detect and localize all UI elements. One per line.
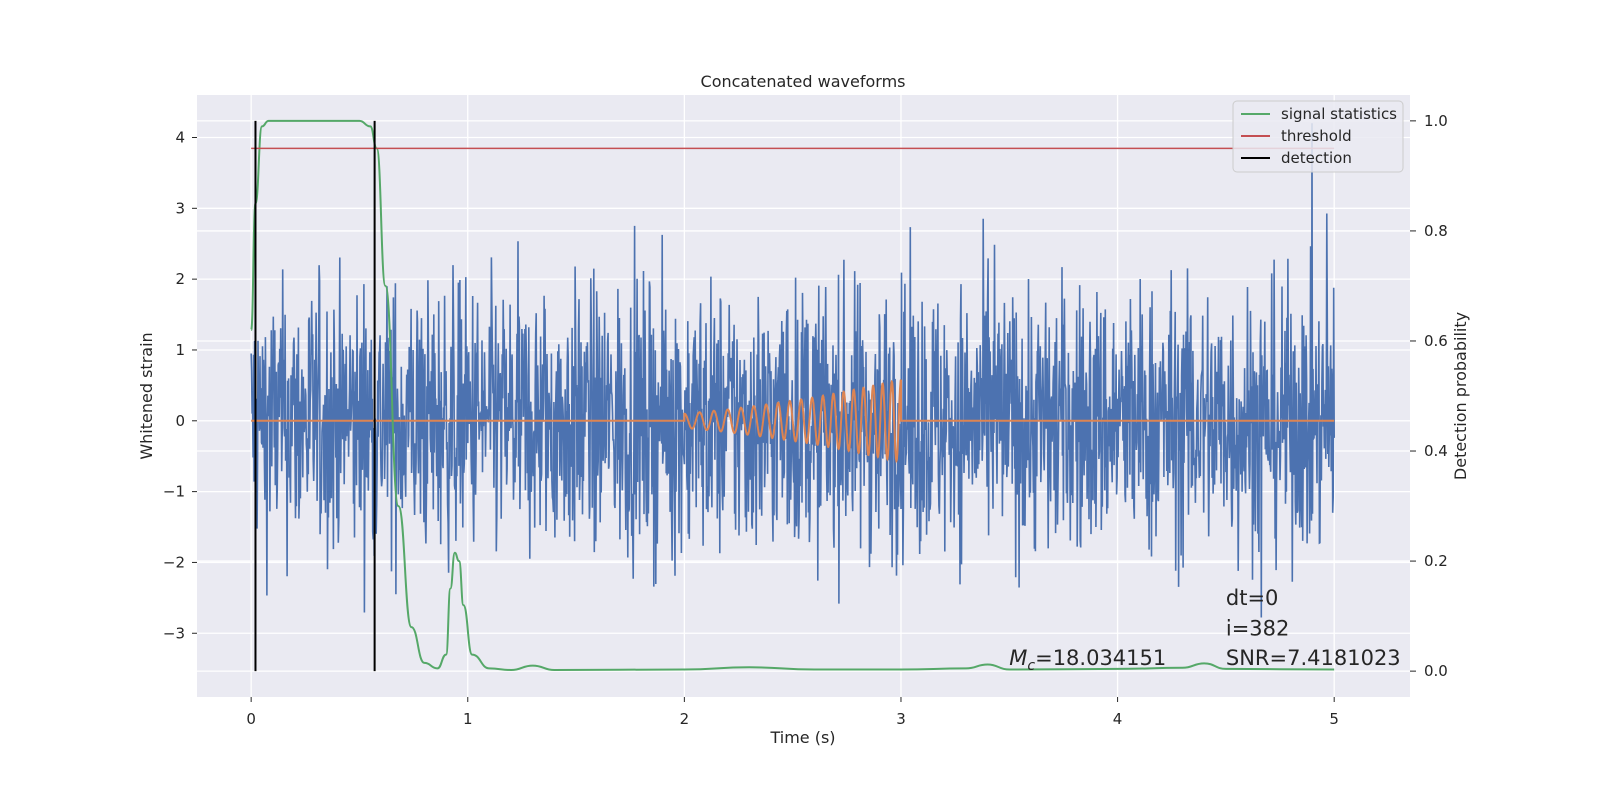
- y-tick-label-6: 3: [175, 199, 185, 217]
- y-tick-label-0: −3: [163, 624, 185, 642]
- legend-label-1: threshold: [1281, 127, 1352, 145]
- series-whitened-strain: [250, 123, 1335, 618]
- x-tick-label-4: 4: [1113, 710, 1123, 728]
- annotation-0: Mc=18.034151: [1009, 646, 1166, 674]
- y-tick-label-7: 4: [175, 128, 185, 146]
- chart-title: Concatenated waveforms: [701, 72, 906, 91]
- x-tick-label-0: 0: [246, 710, 256, 728]
- series-chirp-template: [251, 379, 1335, 464]
- y-axis-label: Whitened strain: [137, 332, 156, 459]
- legend-label-0: signal statistics: [1281, 105, 1397, 123]
- legend-box: [1232, 100, 1404, 173]
- x-tick-label-1: 1: [463, 710, 473, 728]
- y2-tick-label-5: 1.0: [1424, 112, 1448, 130]
- annotation-1: dt=0: [1226, 586, 1279, 610]
- y2-tick-label-0: 0.0: [1424, 662, 1448, 680]
- y2-tick-label-4: 0.8: [1424, 222, 1448, 240]
- y2-axis-label: Detection probability: [1451, 312, 1470, 480]
- y-tick-label-5: 2: [175, 270, 185, 288]
- y-tick-label-2: −1: [163, 483, 185, 501]
- x-tick-label-3: 3: [896, 710, 906, 728]
- annotation-3: SNR=7.4181023: [1226, 646, 1401, 670]
- y-tick-label-1: −2: [163, 553, 185, 571]
- y2-tick-label-1: 0.2: [1424, 552, 1448, 570]
- legend-label-2: detection: [1281, 149, 1352, 167]
- x-axis-label: Time (s): [769, 728, 835, 747]
- x-tick-label-2: 2: [680, 710, 690, 728]
- y-tick-label-3: 0: [175, 412, 185, 430]
- y-tick-label-4: 1: [175, 341, 185, 359]
- legend: signal statistics threshold detection: [1232, 100, 1404, 173]
- series-signal-statistics: [250, 119, 1335, 672]
- annotation-2: i=382: [1226, 616, 1290, 640]
- x-tick-label-5: 5: [1329, 710, 1339, 728]
- y2-tick-label-3: 0.6: [1424, 332, 1448, 350]
- y2-tick-label-2: 0.4: [1424, 442, 1448, 460]
